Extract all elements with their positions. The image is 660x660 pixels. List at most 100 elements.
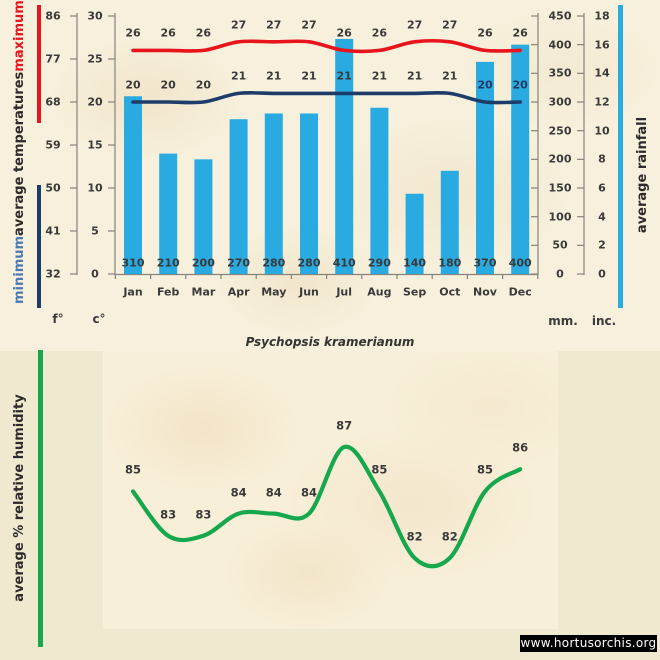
celsius-unit-label: c° xyxy=(92,312,106,326)
humidity-value-label: 82 xyxy=(441,529,458,544)
max-temp-value-label: 26 xyxy=(125,26,141,40)
fahrenheit-tick-label: 77 xyxy=(45,52,61,66)
month-label: Jun xyxy=(299,285,319,299)
rainfall-bar xyxy=(229,119,248,274)
millimeters-tick-label: 450 xyxy=(548,9,572,23)
millimeters-tick-label: 200 xyxy=(548,152,572,166)
watermark: www.hortusorchis.org xyxy=(520,635,657,652)
rainfall-bar xyxy=(335,38,354,274)
humidity-value-label: 86 xyxy=(512,440,529,455)
min-temp-value-label: 20 xyxy=(477,78,493,91)
inches-tick-label: 8 xyxy=(598,152,606,166)
humidity-value-label: 83 xyxy=(195,507,212,522)
minimum-temp-indicator-line xyxy=(37,185,41,308)
rainfall-bar xyxy=(159,153,178,274)
inches-unit-label: inc. xyxy=(591,314,617,328)
legend-minimum-label: minimum xyxy=(12,235,27,304)
month-label: Apr xyxy=(227,285,250,299)
month-label: Aug xyxy=(367,285,392,299)
max-temp-value-label: 27 xyxy=(230,18,247,32)
fahrenheit-tick-label: 59 xyxy=(45,138,61,152)
rainfall-value-label: 310 xyxy=(121,256,145,270)
rainfall-bar xyxy=(405,193,424,274)
humidity-value-label: 85 xyxy=(476,462,494,477)
legend-average-humidity-label: average % relative humidity xyxy=(12,394,27,602)
humidity-value-label: 84 xyxy=(265,484,282,499)
min-temp-value-label: 21 xyxy=(266,69,282,83)
max-temp-value-label: 26 xyxy=(195,26,212,40)
humidity-value-label: 85 xyxy=(371,462,388,477)
inches-tick-label: 2 xyxy=(598,238,606,252)
legend-average-temperatures-label: average temperatures xyxy=(12,71,27,236)
inches-tick-label: 4 xyxy=(598,210,606,224)
millimeters-tick-label: 300 xyxy=(548,95,572,109)
humidity-value-label: 84 xyxy=(300,484,318,499)
min-temp-value-label: 21 xyxy=(406,69,423,83)
month-label: Dec xyxy=(508,285,532,299)
species-title: Psychopsis kramerianum xyxy=(245,335,415,349)
humidity-value-label: 85 xyxy=(124,462,142,477)
month-label: Feb xyxy=(156,285,180,299)
month-label: Jan xyxy=(123,285,143,299)
min-temp-value-label: 21 xyxy=(442,69,458,83)
humidity-value-label: 87 xyxy=(336,418,353,433)
max-temp-value-label: 27 xyxy=(406,18,423,32)
month-label: Mar xyxy=(191,285,216,299)
rainfall-value-label: 280 xyxy=(262,256,286,270)
min-temp-value-label: 21 xyxy=(301,69,317,83)
millimeters-unit-label: mm. xyxy=(548,314,578,328)
min-temp-value-label: 20 xyxy=(512,78,528,91)
rainfall-value-label: 270 xyxy=(227,256,251,270)
celsius-tick-label: 5 xyxy=(91,224,99,238)
fahrenheit-tick-label: 86 xyxy=(45,9,61,23)
inches-tick-label: 16 xyxy=(594,38,610,52)
min-temp-value-label: 20 xyxy=(195,78,212,91)
rainfall-value-label: 140 xyxy=(403,256,427,270)
fahrenheit-unit-label: f° xyxy=(52,312,64,326)
rainfall-value-label: 280 xyxy=(297,256,321,270)
rainfall-value-label: 400 xyxy=(508,256,532,270)
humidity-chart-area xyxy=(103,351,558,629)
min-temp-value-label: 21 xyxy=(230,69,247,83)
rainfall-bar xyxy=(476,61,494,274)
min-temp-value-label: 21 xyxy=(371,69,388,83)
max-temp-value-label: 26 xyxy=(512,26,528,40)
max-temp-value-label: 27 xyxy=(266,18,282,32)
millimeters-tick-label: 400 xyxy=(548,38,572,52)
legend-maximum-label: maximum xyxy=(12,0,27,72)
inches-tick-label: 10 xyxy=(594,124,610,138)
rainfall-axis-legend: average rainfall xyxy=(634,90,652,260)
inches-tick-label: 14 xyxy=(594,66,610,80)
month-label: Sep xyxy=(402,285,427,299)
inches-tick-label: 6 xyxy=(598,181,606,195)
month-label: Oct xyxy=(439,285,461,299)
millimeters-tick-label: 350 xyxy=(548,66,572,80)
millimeters-tick-label: 0 xyxy=(556,267,564,281)
inches-tick-label: 0 xyxy=(598,267,606,281)
month-label: Jul xyxy=(336,285,353,299)
rainfall-bar xyxy=(300,113,318,274)
legend-average-rainfall-label: average rainfall xyxy=(635,116,650,234)
humidity-line xyxy=(130,444,523,569)
month-label: May xyxy=(261,285,287,299)
celsius-tick-label: 20 xyxy=(87,95,103,109)
rainfall-bar xyxy=(264,113,283,274)
rainfall-value-label: 410 xyxy=(332,256,356,270)
max-temp-value-label: 27 xyxy=(301,18,317,32)
millimeters-tick-label: 150 xyxy=(548,181,572,195)
inches-tick-label: 18 xyxy=(594,9,610,23)
min-temp-value-label: 20 xyxy=(125,78,141,91)
humidity-value-label: 83 xyxy=(160,507,177,522)
celsius-tick-label: 0 xyxy=(91,267,99,281)
fahrenheit-tick-label: 41 xyxy=(45,224,61,238)
max-temp-value-label: 27 xyxy=(442,18,458,32)
rainfall-bar xyxy=(370,107,389,274)
min-temp-line xyxy=(131,90,522,105)
rainfall-value-label: 210 xyxy=(156,256,180,270)
inches-tick-label: 12 xyxy=(594,95,610,109)
rainfall-bar xyxy=(194,159,213,274)
rainfall-value-label: 200 xyxy=(191,256,215,270)
fahrenheit-tick-label: 68 xyxy=(45,95,61,109)
min-temp-value-label: 20 xyxy=(160,78,176,91)
humidity-value-label: 82 xyxy=(406,529,423,544)
